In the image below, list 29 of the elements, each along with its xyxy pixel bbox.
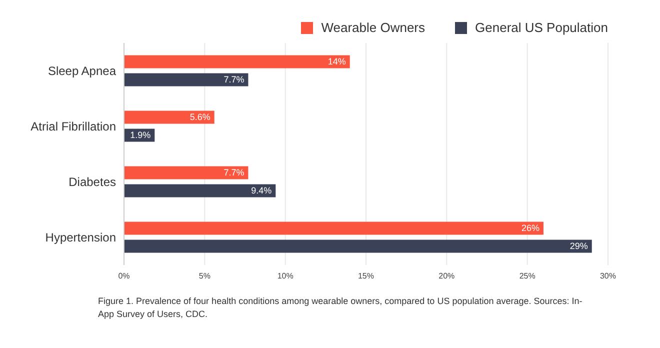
x-tick-label: 0% bbox=[118, 272, 130, 281]
data-label: 7.7% bbox=[224, 168, 244, 178]
legend-label: General US Population bbox=[475, 20, 608, 35]
bar bbox=[124, 110, 214, 124]
data-label: 29% bbox=[570, 241, 588, 252]
y-tick-label: Sleep Apnea bbox=[48, 64, 116, 78]
bar bbox=[124, 184, 276, 198]
bar bbox=[124, 240, 592, 253]
y-tick-label: Diabetes bbox=[68, 175, 116, 190]
data-label: 14% bbox=[328, 56, 346, 67]
data-label: 9.4% bbox=[251, 186, 272, 196]
x-tick-label: 30% bbox=[600, 272, 616, 281]
y-tick-label: Atrial Fibrillation bbox=[30, 120, 116, 134]
bar bbox=[124, 166, 248, 180]
x-tick-label: 25% bbox=[519, 272, 536, 281]
data-label: 26% bbox=[521, 223, 540, 234]
legend-label: Wearable Owners bbox=[321, 20, 426, 35]
bar bbox=[124, 73, 248, 86]
x-tick-label: 10% bbox=[277, 272, 294, 281]
data-label: 1.9% bbox=[130, 130, 151, 140]
data-label: 7.7% bbox=[224, 74, 244, 85]
data-label: 5.6% bbox=[190, 112, 210, 122]
bar bbox=[124, 222, 544, 235]
bar bbox=[124, 55, 350, 68]
caption: Figure 1. Prevalence of four health conditions among wearable owners, compared to US population average. Sources: In-App Survey of Users, CDC. bbox=[97, 295, 584, 320]
x-tick-label: 5% bbox=[198, 272, 210, 281]
x-tick-label: 20% bbox=[438, 272, 455, 281]
y-tick-label: Hypertension bbox=[45, 230, 116, 245]
x-tick-label: 15% bbox=[358, 272, 374, 281]
